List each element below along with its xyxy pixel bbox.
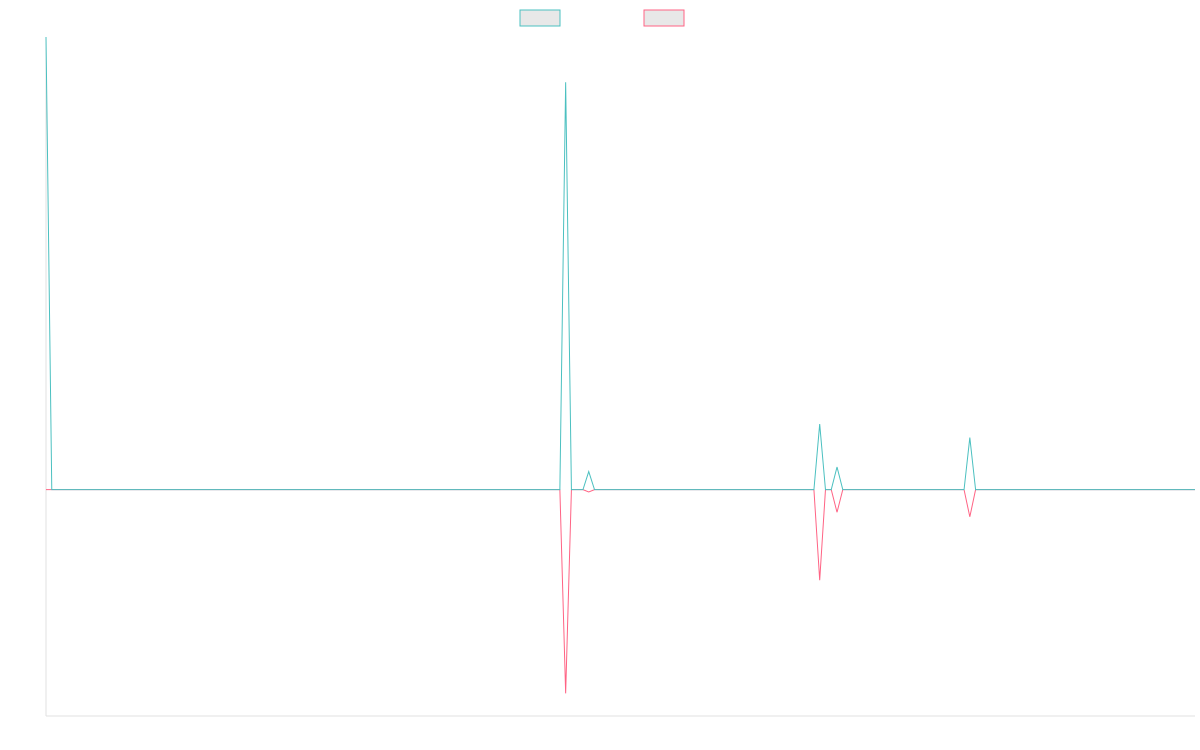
series-1: [45, 36, 1195, 491]
axes: [45, 37, 1195, 717]
series-2-line: [46, 489, 1195, 694]
series-1-line: [45, 36, 1195, 491]
series-2: [46, 489, 1195, 694]
legend[interactable]: [519, 9, 685, 27]
legend-swatch-series-1[interactable]: [519, 9, 561, 27]
legend-swatch-series-2[interactable]: [643, 9, 685, 27]
